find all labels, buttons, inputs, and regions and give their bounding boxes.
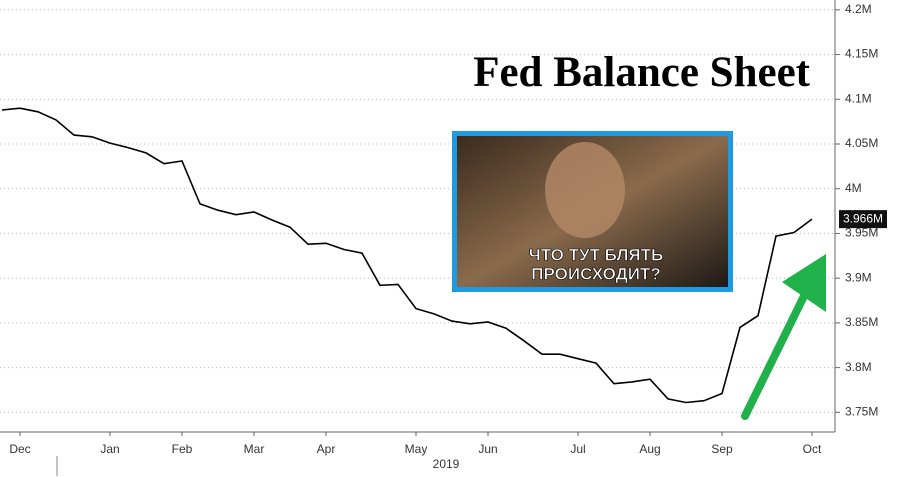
- image-caption: ЧТО ТУТ БЛЯТЬ: [529, 245, 663, 264]
- meme-image: ЧТО ТУТ БЛЯТЬ ПРОИСХОДИТ?: [452, 131, 733, 292]
- x-tick-label: Mar: [244, 442, 265, 456]
- y-tick-label: 4M: [845, 181, 862, 195]
- arrow-shaft: [741, 288, 810, 420]
- x-tick-label: Sep: [711, 442, 733, 456]
- image-caption: ПРОИСХОДИТ?: [531, 264, 660, 283]
- data-line: [1, 107, 813, 404]
- y-tick-label: 4.1M: [845, 91, 872, 105]
- y-tick-label: 4.2M: [845, 2, 872, 16]
- y-tick-label: 4.15M: [845, 47, 878, 61]
- x-tick-label: Aug: [639, 442, 660, 456]
- x-tick-label: Jul: [570, 442, 585, 456]
- last-value-box: [839, 210, 887, 229]
- y-tick-label: 3.75M: [845, 404, 878, 418]
- x-sublabel: 2019: [433, 457, 460, 471]
- x-tick-label: Dec: [9, 442, 30, 456]
- y-tick-label: 3.8M: [845, 360, 872, 374]
- y-tick-label: 4.05M: [845, 136, 878, 150]
- arrow-head: [782, 254, 826, 312]
- green-arrow: [741, 254, 826, 420]
- x-tick-label: Jan: [100, 442, 119, 456]
- image-face: [545, 142, 625, 238]
- x-tick-label: Jun: [478, 442, 497, 456]
- y-tick-label: 3.95M: [845, 226, 878, 240]
- x-tick-label: Apr: [317, 442, 336, 456]
- last-value-label: 3.966M: [843, 211, 883, 225]
- x-tick-label: Feb: [172, 442, 193, 456]
- y-tick-label: 3.9M: [845, 270, 872, 284]
- chart-title: Fed Balance Sheet: [473, 49, 810, 96]
- y-tick-label: 3.85M: [845, 315, 878, 329]
- x-tick-label: May: [405, 442, 428, 456]
- x-tick-label: Oct: [803, 442, 822, 456]
